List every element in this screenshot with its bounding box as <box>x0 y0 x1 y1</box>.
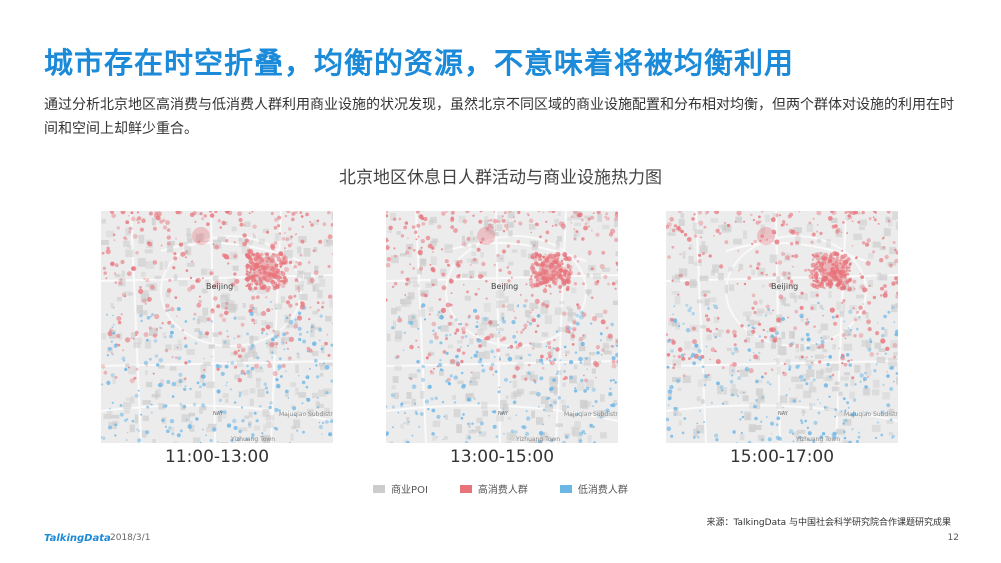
svg-text:Yizhuang Town: Yizhuang Town <box>515 436 560 443</box>
page-number: 12 <box>947 533 959 543</box>
svg-text:Beijing: Beijing <box>491 282 518 291</box>
brand-logo: TalkingData <box>44 533 111 544</box>
legend: 商业POI 高消费人群 低消费人群 <box>0 481 1001 496</box>
slide-description: 通过分析北京地区高消费与低消费人群利用商业设施的状况发现，虽然北京不同区域的商业… <box>44 97 954 137</box>
source-note: 来源：TalkingData 与中国社会科学研究院合作课题研究成果 <box>706 518 951 528</box>
time-label-2: 13:00-15:00 <box>449 447 555 467</box>
legend-item-poi: 商业POI <box>373 481 428 496</box>
svg-text:Yizhuang Town: Yizhuang Town <box>230 436 275 443</box>
time-label-3: 15:00-17:00 <box>729 447 835 467</box>
time-label-1: 11:00-13:00 <box>164 447 270 467</box>
legend-swatch-high <box>459 484 472 493</box>
footer-date: 2018/3/1 <box>110 533 151 543</box>
heatmap-panel-1: Beijing Yizhuang Town Majuqiao Subdistrict… <box>101 211 333 443</box>
heatmap-panel-2: Beijing Yizhuang Town Majuqiao Subdistrict… <box>386 211 618 443</box>
legend-label-low: 低消费人群 <box>577 485 628 496</box>
legend-label-poi: 商业POI <box>391 485 428 496</box>
svg-text:Majuqiao Subdistrict: Majuqiao Subdistrict <box>279 411 333 418</box>
svg-text:Beijing: Beijing <box>771 282 798 291</box>
slide-title: 城市存在时空折叠，均衡的资源，不意味着将被均衡利用 <box>44 46 795 80</box>
svg-text:Yizhuang Town: Yizhuang Town <box>795 436 840 443</box>
svg-text:NAY: NAY <box>778 411 789 417</box>
legend-item-high: 高消费人群 <box>459 481 528 496</box>
heatmap-panel-3: Beijing Yizhuang Town Majuqiao Subdistrict… <box>666 211 898 443</box>
svg-text:NAY: NAY <box>498 411 509 417</box>
legend-swatch-poi <box>373 484 386 493</box>
svg-text:Beijing: Beijing <box>206 282 233 291</box>
legend-label-high: 高消费人群 <box>477 485 528 496</box>
svg-text:Majuqiao Subdistrict: Majuqiao Subdistrict <box>564 411 618 418</box>
svg-text:NAY: NAY <box>213 411 224 417</box>
figure-title: 北京地区休息日人群活动与商业设施热力图 <box>339 168 662 188</box>
legend-item-low: 低消费人群 <box>559 481 628 496</box>
legend-swatch-low <box>559 484 572 493</box>
svg-text:Majuqiao Subdistrict: Majuqiao Subdistrict <box>844 411 898 418</box>
